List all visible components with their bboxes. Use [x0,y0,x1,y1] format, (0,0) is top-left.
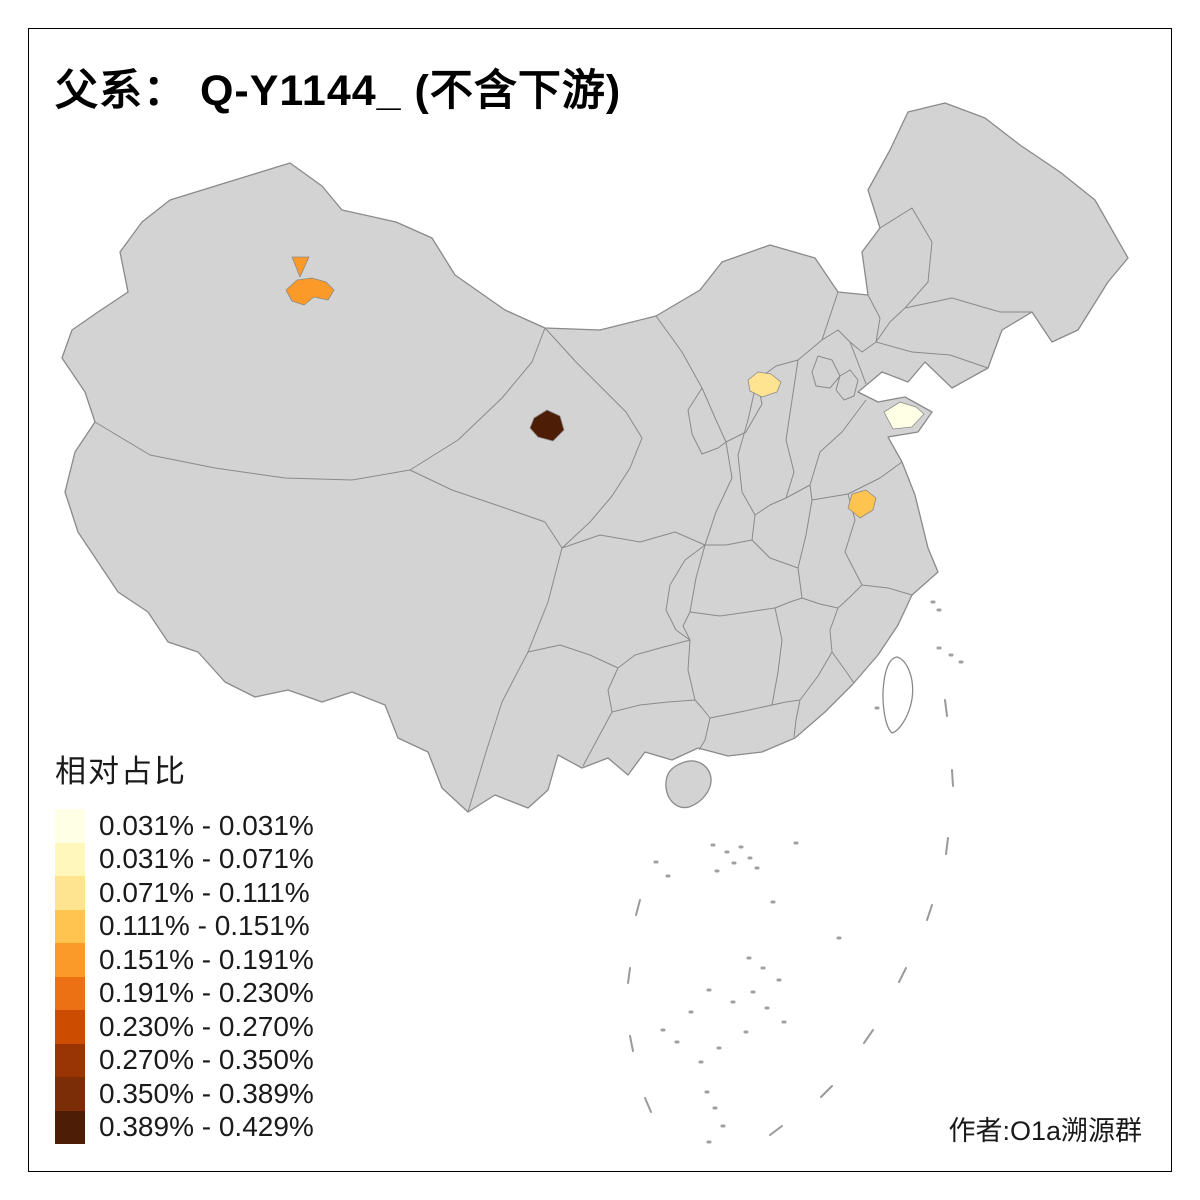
legend-item: 0.191% - 0.230% [55,976,314,1010]
legend-label: 0.031% - 0.071% [99,843,314,875]
region-xinjiang-marker [291,256,310,278]
legend-swatch [55,876,85,910]
legend-label: 0.111% - 0.151% [99,910,310,942]
legend-item: 0.350% - 0.389% [55,1077,314,1111]
legend-swatch [55,809,85,843]
sea-dash-line-marks [627,699,954,1136]
legend: 相对占比 0.031% - 0.031% 0.031% - 0.071% 0.0… [55,746,314,1144]
legend-item: 0.270% - 0.350% [55,1043,314,1077]
legend-label: 0.031% - 0.031% [99,809,314,841]
legend-swatch [55,976,85,1010]
region-shandong-peninsula [883,401,925,430]
legend-title: 相对占比 [55,754,187,789]
legend-swatch [55,943,85,977]
legend-item: 0.111% - 0.151% [55,909,314,943]
legend-swatch [55,909,85,943]
legend-item: 0.151% - 0.191% [55,943,314,977]
legend-item: 0.071% - 0.111% [55,876,314,910]
legend-swatch [55,1043,85,1077]
legend-item: 0.389% - 0.429% [55,1110,314,1144]
figure-title: 父系： Q-Y1144_ (不含下游) [55,67,622,115]
legend-label: 0.191% - 0.230% [99,977,314,1009]
region-central-jiangsu [847,489,877,519]
region-north-shanxi [747,371,782,398]
legend-label: 0.071% - 0.111% [99,876,310,908]
legend-label: 0.389% - 0.429% [99,1111,314,1143]
attribution: 作者:O1a溯源群 [948,1116,1142,1146]
legend-label: 0.151% - 0.191% [99,943,314,975]
legend-item: 0.031% - 0.031% [55,809,314,843]
legend-label: 0.230% - 0.270% [99,1010,314,1042]
legend-swatch [55,1010,85,1044]
legend-swatch [55,842,85,876]
region-north-xinjiang [285,277,335,306]
legend-swatch [55,1110,85,1144]
small-islands [653,600,964,1144]
province-borders [94,207,1032,813]
legend-item: 0.230% - 0.270% [55,1010,314,1044]
legend-item: 0.031% - 0.071% [55,842,314,876]
legend-rows: 0.031% - 0.031% 0.031% - 0.071% 0.071% -… [55,809,314,1144]
map-layers [61,102,1129,1144]
region-qinghai [529,409,565,442]
china-mainland [61,102,1129,813]
legend-swatch [55,1077,85,1111]
legend-label: 0.270% - 0.350% [99,1044,314,1076]
taiwan-island [882,656,914,734]
hainan-island [665,760,712,809]
legend-label: 0.350% - 0.389% [99,1077,314,1109]
